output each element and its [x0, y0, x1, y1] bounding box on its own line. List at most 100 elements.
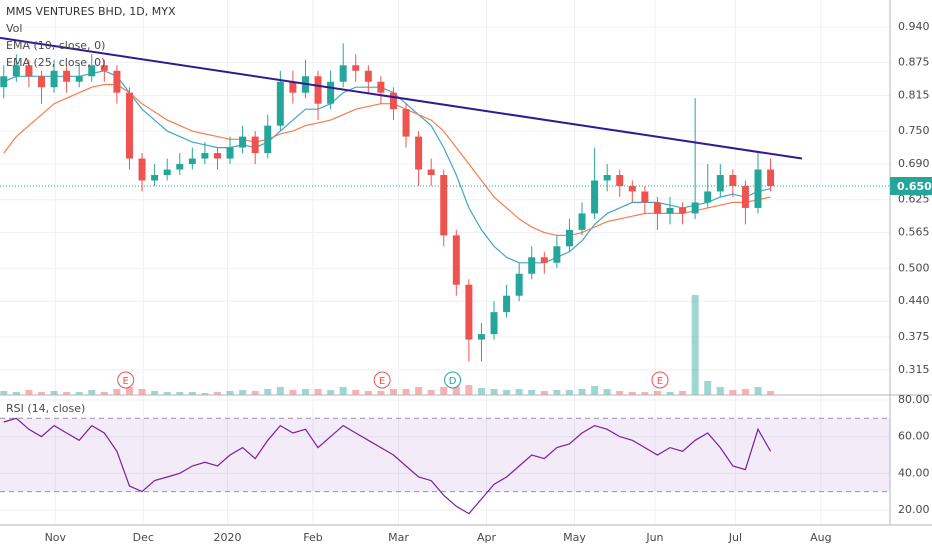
candle-body [201, 153, 209, 159]
event-label: E [379, 376, 385, 387]
candle-body [565, 229, 573, 247]
volume-bar [201, 393, 209, 395]
volume-bar [88, 390, 96, 395]
rsi-band [0, 418, 890, 492]
y-tick-label: 0.315 [898, 363, 930, 376]
volume-bar [12, 392, 20, 395]
y-tick-label: 0.690 [898, 157, 930, 170]
candle-body [515, 273, 523, 296]
volume-bar [754, 387, 762, 395]
volume-bar [75, 392, 83, 395]
volume-bar [188, 392, 196, 395]
volume-bar [528, 390, 536, 395]
event-marker [117, 371, 135, 389]
event-marker [651, 371, 669, 389]
candle-body [666, 207, 674, 214]
volume-bar [691, 295, 699, 395]
candle-body [88, 65, 96, 77]
legend-item: EMA (10, close, 0) [6, 39, 105, 52]
volume-bar [364, 391, 372, 395]
candle-body [653, 202, 661, 214]
candle-body [125, 92, 133, 159]
candle-body [25, 65, 33, 77]
volume-bar [616, 391, 624, 395]
legend-item: Vol [6, 22, 22, 35]
volume-bar [716, 387, 724, 395]
x-tick-label: May [563, 531, 586, 544]
candle-body [63, 70, 71, 82]
volume-bar [63, 392, 71, 395]
event-marker [444, 371, 462, 389]
candle-body [50, 70, 58, 88]
x-tick-label: Dec [133, 531, 154, 544]
candle-body [377, 81, 385, 93]
trendline [0, 36, 803, 160]
candle-body [213, 153, 221, 159]
volume-bar [515, 389, 523, 395]
event-label: E [657, 376, 663, 387]
volume-bar [503, 390, 511, 395]
volume-bar [628, 392, 636, 395]
y-tick-label: 0.565 [898, 226, 930, 239]
y-tick-label: 0.815 [898, 88, 930, 101]
candle-body [113, 70, 121, 93]
candle-body [264, 125, 272, 154]
candle-body [490, 312, 498, 335]
candle-body [276, 81, 284, 126]
volume-bar [402, 389, 410, 395]
y-tick-label: 0.875 [898, 56, 930, 69]
candle-body [226, 147, 234, 159]
event-marker [373, 371, 391, 389]
x-tick-label: 2020 [214, 531, 242, 544]
candle-body [503, 295, 511, 313]
y-tick-label: 0.940 [898, 20, 930, 33]
volume-bar [239, 390, 247, 395]
volume-bar [314, 389, 322, 395]
y-tick-label: 80.00 [898, 393, 930, 406]
candle-body [415, 136, 423, 170]
candle-body [540, 257, 548, 263]
candle-body [151, 175, 159, 181]
candle-body [364, 70, 372, 82]
candle-body [389, 92, 397, 110]
volume-bar [440, 387, 448, 395]
candle-body [691, 202, 699, 214]
volume-bar [0, 391, 8, 395]
y-tick-label: 40.00 [898, 466, 930, 479]
volume-bar [25, 390, 33, 395]
candle-body [704, 191, 712, 203]
volume-bar [37, 392, 45, 395]
volume-bar [138, 389, 146, 395]
volume-bar [389, 389, 397, 395]
candle-body [314, 76, 322, 104]
candle-body [465, 284, 473, 340]
candle-body [741, 185, 749, 208]
candle-body [553, 246, 561, 263]
event-label: E [123, 376, 129, 387]
y-tick-label: 0.750 [898, 124, 930, 137]
volume-bar [377, 391, 385, 395]
candle-body [75, 76, 83, 82]
volume-bar [767, 391, 775, 395]
y-tick-label: 20.00 [898, 503, 930, 516]
volume-bar [603, 389, 611, 395]
x-tick-label: Aug [810, 531, 831, 544]
candle-body [628, 185, 636, 192]
y-tick-label: 0.440 [898, 294, 930, 307]
candle-body [754, 169, 762, 208]
candle-body [528, 257, 536, 274]
x-tick-label: Jul [728, 531, 742, 544]
candle-body [339, 65, 347, 82]
volume-bar [490, 389, 498, 395]
rsi-title: RSI (14, close) [6, 402, 85, 415]
candle-body [188, 158, 196, 165]
candle-body [578, 213, 586, 230]
candle-body [616, 175, 624, 186]
volume-bar [264, 389, 272, 395]
x-tick-label: Mar [388, 531, 409, 544]
legend-item: EMA (25, close, 0) [6, 56, 105, 69]
candle-body [239, 136, 247, 148]
volume-bar [578, 389, 586, 395]
event-label: D [449, 376, 457, 387]
